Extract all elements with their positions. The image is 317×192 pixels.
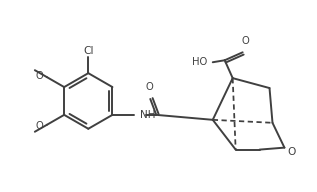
Text: O: O <box>146 82 153 92</box>
Text: O: O <box>287 147 296 157</box>
Text: O: O <box>35 121 43 131</box>
Text: O: O <box>242 36 249 46</box>
Text: Cl: Cl <box>83 46 94 56</box>
Text: HO: HO <box>191 57 207 67</box>
Text: O: O <box>35 71 43 81</box>
Text: NH: NH <box>140 110 156 120</box>
